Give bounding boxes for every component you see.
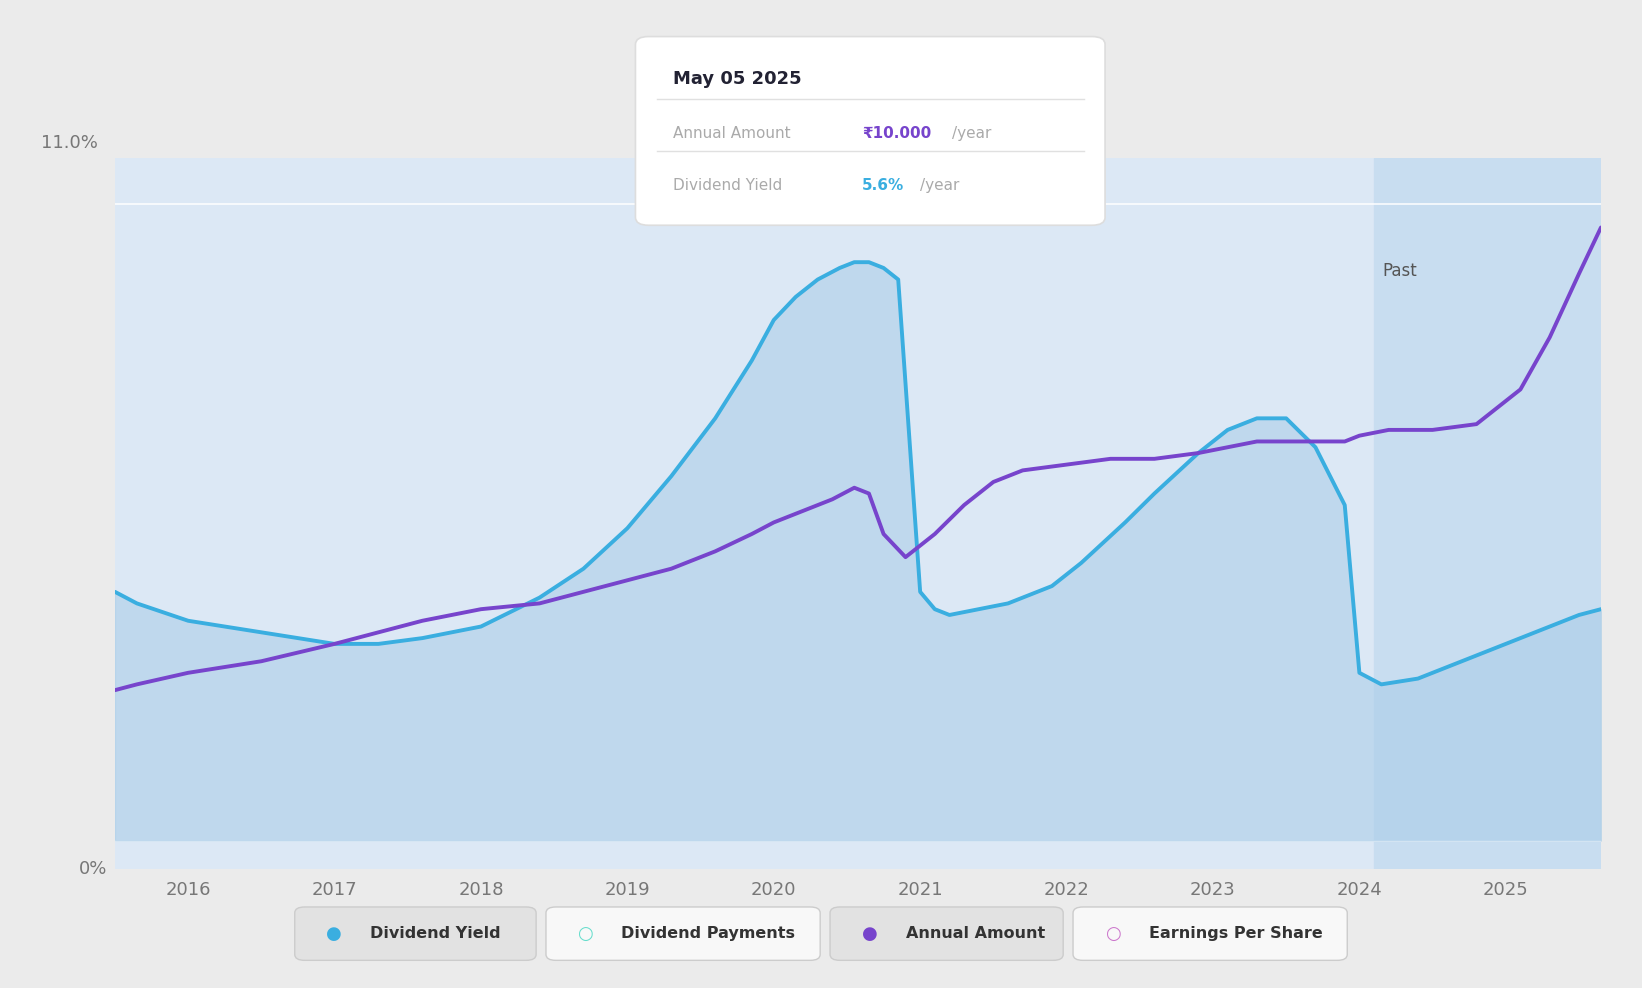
- Text: Past: Past: [1383, 262, 1417, 281]
- Text: Dividend Yield: Dividend Yield: [371, 926, 501, 942]
- Text: ○: ○: [578, 925, 593, 943]
- Text: ○: ○: [1105, 925, 1120, 943]
- Text: 11.0%: 11.0%: [41, 134, 99, 152]
- Text: 0%: 0%: [79, 861, 107, 878]
- Text: May 05 2025: May 05 2025: [673, 70, 801, 88]
- Text: ●: ●: [862, 925, 877, 943]
- Text: Annual Amount: Annual Amount: [906, 926, 1044, 942]
- Text: Annual Amount: Annual Amount: [673, 125, 791, 141]
- Text: Dividend Yield: Dividend Yield: [673, 178, 783, 194]
- Bar: [1374, 158, 1601, 869]
- Text: ●: ●: [327, 925, 342, 943]
- Text: /year: /year: [952, 125, 992, 141]
- Text: ₹10.000: ₹10.000: [862, 125, 931, 141]
- Text: 5.6%: 5.6%: [862, 178, 905, 194]
- Text: /year: /year: [920, 178, 959, 194]
- Text: Earnings Per Share: Earnings Per Share: [1149, 926, 1322, 942]
- Text: Dividend Payments: Dividend Payments: [622, 926, 795, 942]
